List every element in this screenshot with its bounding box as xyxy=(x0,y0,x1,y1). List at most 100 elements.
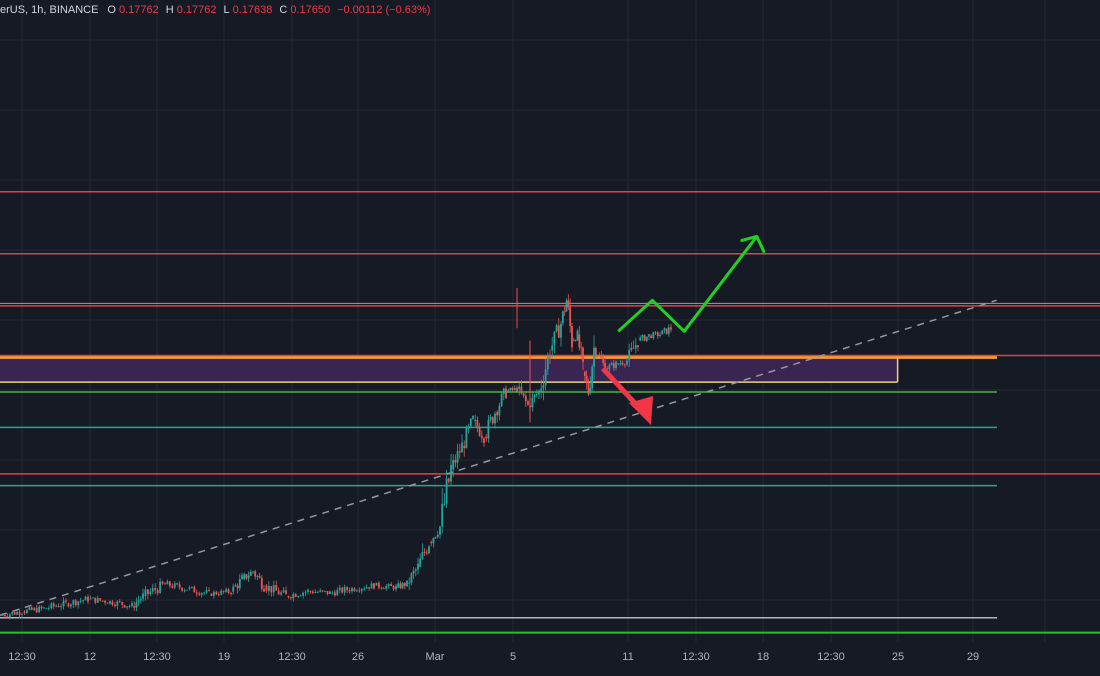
candle-body xyxy=(615,361,617,368)
candle-body xyxy=(441,503,444,527)
candle-body xyxy=(164,583,166,585)
candle-body xyxy=(1,614,4,616)
candle-body xyxy=(600,356,603,359)
candle-body xyxy=(432,537,435,544)
candle-body xyxy=(527,401,529,405)
candle-body xyxy=(452,460,455,470)
candle-body xyxy=(417,563,419,570)
candle-body xyxy=(502,388,505,394)
candle-body xyxy=(670,327,672,330)
candle-body xyxy=(326,591,329,595)
candle-body xyxy=(507,390,510,392)
candle-body xyxy=(316,591,319,593)
candle-body xyxy=(57,606,60,608)
candle-body xyxy=(663,328,666,331)
candle-body xyxy=(542,385,545,389)
candle-body xyxy=(159,581,162,594)
candle-body xyxy=(500,393,503,406)
candle-body xyxy=(572,340,575,342)
candle-body xyxy=(329,591,331,595)
x-tick-label: 11 xyxy=(622,651,633,663)
candle-body xyxy=(154,588,157,591)
candle-body xyxy=(319,590,322,592)
candle-body xyxy=(243,574,246,580)
candle-body xyxy=(370,583,373,589)
candle-body xyxy=(538,390,540,395)
candle-body xyxy=(610,363,613,366)
candle-body xyxy=(245,574,248,579)
candle-body xyxy=(161,581,164,584)
x-tick-label: 26 xyxy=(352,651,364,663)
candle-body xyxy=(123,605,126,608)
candle-body xyxy=(146,589,149,595)
candle-body xyxy=(247,575,250,579)
candle-body xyxy=(648,334,650,337)
candle-body xyxy=(380,587,383,589)
low-label: L xyxy=(223,4,230,16)
symbol-label: erUS, 1h, BINANCE xyxy=(0,4,99,16)
candle-body xyxy=(443,503,446,505)
candle-body xyxy=(43,607,45,609)
candle-body xyxy=(421,551,424,559)
candle-body xyxy=(254,571,257,577)
candle-body xyxy=(576,330,579,341)
candle-body xyxy=(467,426,470,428)
candle-body xyxy=(116,601,119,607)
candle-body xyxy=(560,323,562,338)
candle-body xyxy=(91,597,94,599)
candle-body xyxy=(142,593,144,599)
candle-body xyxy=(408,582,411,584)
candle-body xyxy=(585,375,588,383)
candle-body xyxy=(654,332,657,334)
candle-body xyxy=(505,388,507,398)
candle-body xyxy=(430,542,433,544)
candle-body xyxy=(166,581,169,585)
candle-body xyxy=(113,604,116,607)
candle-body xyxy=(149,591,152,595)
candle-body xyxy=(608,365,611,370)
candle-body xyxy=(496,411,499,416)
candle-body xyxy=(589,388,592,393)
candle-body xyxy=(403,583,406,587)
candle-body xyxy=(336,590,339,596)
candle-body xyxy=(137,600,140,603)
candle-body xyxy=(419,558,422,567)
candle-body xyxy=(423,551,426,553)
candle-body xyxy=(571,326,573,348)
candle-body xyxy=(661,330,664,335)
candle-body xyxy=(387,584,390,587)
candle-body xyxy=(485,436,488,439)
candle-body xyxy=(544,369,547,386)
candle-body xyxy=(139,598,142,601)
candle-body xyxy=(217,594,220,596)
candle-body xyxy=(397,583,400,588)
candle-body xyxy=(463,446,466,449)
low-value: 0.17638 xyxy=(232,4,273,16)
candle-body xyxy=(509,387,512,391)
candle-body xyxy=(494,413,496,424)
candle-body xyxy=(99,598,102,601)
candle-body xyxy=(652,332,655,338)
x-tick-label: 5 xyxy=(510,651,516,663)
candle-body xyxy=(351,587,353,592)
candle-body xyxy=(294,594,297,597)
candle-body xyxy=(591,366,594,389)
close-value: 0.17650 xyxy=(290,4,331,16)
candle-body xyxy=(178,584,181,588)
candle-body xyxy=(25,609,28,614)
candle-body xyxy=(144,589,147,597)
candle-body xyxy=(252,571,254,573)
candle-body xyxy=(289,597,292,599)
candle-body xyxy=(641,335,644,338)
candle-body xyxy=(436,534,439,537)
candle-body xyxy=(385,586,388,589)
candle-body xyxy=(524,395,527,402)
candle-body xyxy=(106,602,109,604)
candle-body xyxy=(79,600,82,602)
candle-body xyxy=(535,394,538,396)
candle-body xyxy=(6,616,9,617)
candle-body xyxy=(263,588,265,592)
candle-body xyxy=(234,585,237,587)
